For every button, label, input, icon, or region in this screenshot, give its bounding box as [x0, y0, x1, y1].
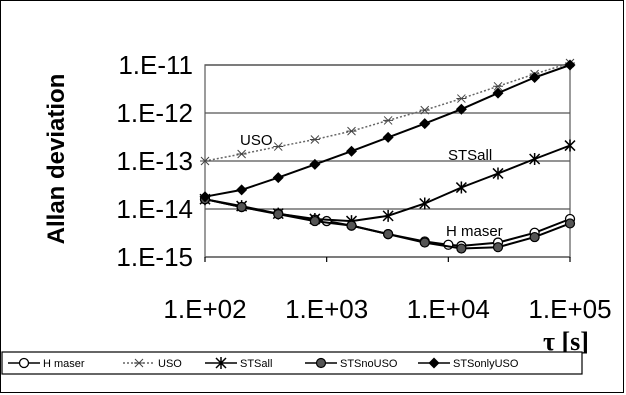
stsonlyuso-marker [428, 357, 440, 369]
stsall-marker [215, 357, 227, 369]
y-tick-label: 1.E-11 [118, 50, 193, 80]
stsnouso-marker [529, 231, 540, 243]
annotation-label: H maser [446, 223, 503, 240]
legend-label: USO [158, 358, 182, 370]
stsnouso-marker [564, 218, 576, 229]
stsonlyuso-marker [529, 71, 541, 83]
stsall-marker [455, 181, 467, 194]
uso-marker [134, 358, 144, 368]
legend-label: STSonlyUSO [453, 358, 519, 370]
uso-marker [273, 142, 284, 151]
stsall-marker [382, 209, 394, 222]
stsnouso-marker [315, 357, 327, 369]
y-axis-title: Allan deviation [43, 74, 70, 245]
stsonlyuso-marker [564, 59, 576, 71]
stsonlyuso-marker [272, 172, 284, 184]
uso-marker [419, 105, 430, 115]
uso-marker [309, 135, 320, 144]
y-tick-label: 1.E-15 [116, 242, 193, 272]
stsnouso-marker [456, 243, 467, 254]
stsonlyuso-marker [455, 103, 467, 115]
stsonlyuso-marker [382, 131, 394, 143]
stsnouso-series [199, 194, 576, 254]
stsnouso-marker [309, 215, 320, 227]
legend-label: STSnoUSO [340, 358, 398, 370]
stsall-marker [492, 167, 504, 180]
h-maser-marker [18, 357, 30, 369]
annotation-label: STSall [448, 147, 492, 164]
annotation-label: USO [240, 132, 273, 149]
legend-label: H maser [43, 358, 85, 370]
stsall-marker [419, 197, 431, 210]
stsnouso-marker [383, 228, 394, 240]
uso-series [200, 58, 575, 166]
legend-box [1, 351, 583, 375]
h-maser-marker [321, 215, 332, 227]
stsonlyuso-marker [236, 184, 248, 196]
stsnouso-marker [492, 242, 504, 253]
stsnouso-marker [346, 220, 357, 231]
stsonlyuso-marker [419, 118, 431, 130]
stsonlyuso-marker [346, 145, 358, 157]
stsonlyuso-marker [309, 158, 321, 170]
uso-marker [200, 156, 210, 166]
uso-marker [346, 126, 357, 136]
stsnouso-marker [236, 201, 247, 213]
uso-marker [493, 81, 504, 91]
x-tick-label: 1.E+03 [285, 294, 368, 324]
stsnouso-marker [273, 209, 284, 220]
y-tick-label: 1.E-12 [116, 98, 193, 128]
stsall-marker [529, 153, 541, 166]
uso-marker [456, 94, 467, 103]
x-tick-label: 1.E+04 [407, 294, 490, 324]
x-axis-title: τ [s] [543, 327, 589, 356]
stsall-marker [564, 139, 576, 152]
stsnouso-marker [419, 237, 430, 248]
y-tick-label: 1.E-14 [116, 194, 193, 224]
legend-label: STSall [240, 358, 272, 370]
stsonlyuso-marker [199, 191, 211, 203]
x-tick-label: 1.E+05 [528, 294, 611, 324]
x-tick-label: 1.E+02 [163, 294, 246, 324]
uso-marker [236, 149, 247, 159]
legend [1, 351, 583, 375]
stsonlyuso-marker [492, 87, 504, 99]
y-tick-label: 1.E-13 [116, 146, 193, 176]
uso-marker [383, 116, 394, 125]
stsonlyuso-series [199, 59, 576, 203]
